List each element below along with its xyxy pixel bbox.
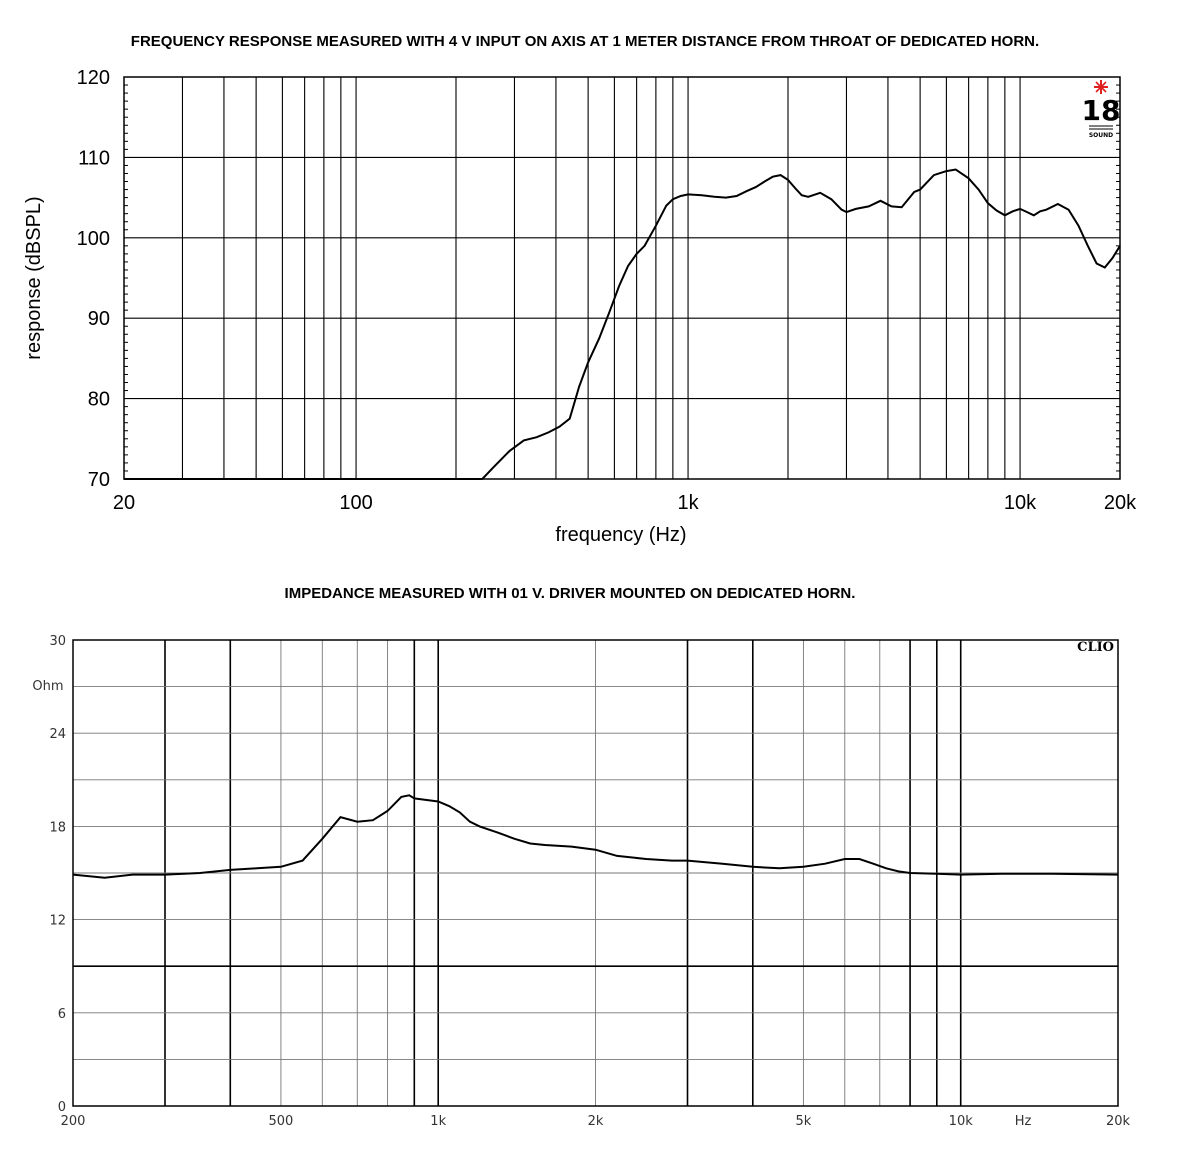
impedance-x-tick-labels: 200 500 1k 2k 5k 10k 20k [61,1114,1131,1129]
logo-number: 18 [1082,94,1121,127]
impedance-plot-area [72,639,1119,1107]
brand-logo-18-sound: 18 SOUND [1082,80,1121,139]
star-icon [1094,80,1108,94]
impedance-y-tick-labels: 0 6 12 18 24 30 [49,634,66,1115]
freq-x-tick-label: 20 [113,492,135,514]
freq-y-tick-label: 120 [77,67,110,89]
frequency-response-grid [124,77,1120,479]
frequency-response-x-axis-label: frequency (Hz) [555,524,686,546]
frequency-response-x-tick-labels: 20 100 1k 10k 20k [113,492,1137,514]
freq-y-tick-label: 90 [88,308,110,330]
frequency-response-y-tick-labels: 70 80 90 100 110 120 [77,67,110,491]
freq-y-tick-label: 80 [88,389,110,411]
impedance-y-tick-label: 0 [58,1100,66,1115]
impedance-x-tick-label: 5k [796,1114,812,1129]
frequency-response-title: FREQUENCY RESPONSE MEASURED WITH 4 V INP… [131,33,1039,50]
frequency-response-y-axis-label: response (dBSPL) [23,196,45,359]
impedance-series-line [72,794,1119,879]
impedance-y-tick-label: 24 [49,727,66,742]
freq-x-tick-label: 20k [1104,492,1137,514]
freq-x-tick-label: 10k [1004,492,1037,514]
impedance-y-tick-label: 18 [49,820,66,835]
impedance-y-tick-label: 12 [49,914,66,929]
freq-y-tick-label: 100 [77,228,110,250]
logo-word: SOUND [1089,132,1113,139]
impedance-x-unit-label: Hz [1015,1114,1032,1129]
impedance-title: IMPEDANCE MEASURED WITH 01 V. DRIVER MOU… [285,585,856,602]
clio-brand-label: CLIO [1077,640,1114,655]
frequency-response-series-line [124,168,1121,480]
impedance-unit-label: Ohm [32,679,63,694]
freq-y-tick-label: 70 [88,469,110,491]
impedance-grid [73,640,1118,1106]
impedance-x-tick-label: 10k [949,1114,974,1129]
impedance-y-tick-label: 30 [49,634,66,649]
impedance-x-tick-label: 20k [1106,1114,1131,1129]
impedance-y-tick-label: 6 [58,1007,66,1022]
freq-x-tick-label: 1k [677,492,699,514]
frequency-response-minor-ticks [124,84,1120,472]
impedance-x-tick-label: 2k [588,1114,604,1129]
freq-x-tick-label: 100 [339,492,372,514]
impedance-chart: IMPEDANCE MEASURED WITH 01 V. DRIVER MOU… [32,585,1130,1129]
freq-y-tick-label: 110 [78,147,110,169]
frequency-response-chart: FREQUENCY RESPONSE MEASURED WITH 4 V INP… [23,33,1137,546]
impedance-x-tick-label: 200 [61,1114,86,1129]
impedance-x-tick-label: 1k [430,1114,446,1129]
impedance-x-tick-label: 500 [269,1114,294,1129]
